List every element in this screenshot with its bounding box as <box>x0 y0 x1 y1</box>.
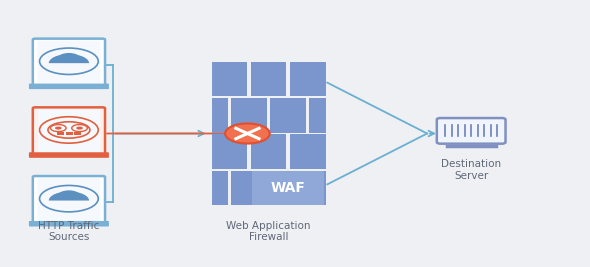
FancyBboxPatch shape <box>290 134 326 169</box>
FancyBboxPatch shape <box>252 171 324 205</box>
Text: Web Application
Firewall: Web Application Firewall <box>227 221 311 242</box>
FancyBboxPatch shape <box>33 107 105 154</box>
FancyBboxPatch shape <box>290 62 326 96</box>
Wedge shape <box>49 191 89 201</box>
Text: HTTP Traffic
Sources: HTTP Traffic Sources <box>38 221 100 242</box>
Bar <box>74 132 81 135</box>
Circle shape <box>225 123 270 144</box>
FancyBboxPatch shape <box>29 152 109 158</box>
Text: WAF: WAF <box>271 181 306 195</box>
FancyBboxPatch shape <box>33 39 105 86</box>
FancyBboxPatch shape <box>231 171 267 205</box>
FancyBboxPatch shape <box>437 118 506 144</box>
FancyBboxPatch shape <box>251 134 286 169</box>
Bar <box>57 132 64 135</box>
Circle shape <box>55 127 61 129</box>
FancyBboxPatch shape <box>29 84 109 89</box>
FancyBboxPatch shape <box>33 176 105 223</box>
FancyBboxPatch shape <box>212 134 247 169</box>
Wedge shape <box>49 54 89 63</box>
FancyBboxPatch shape <box>310 98 326 133</box>
FancyBboxPatch shape <box>38 41 100 84</box>
FancyBboxPatch shape <box>212 62 247 96</box>
Text: Destination
Server: Destination Server <box>441 159 502 181</box>
FancyBboxPatch shape <box>212 171 228 205</box>
FancyBboxPatch shape <box>231 98 267 133</box>
FancyBboxPatch shape <box>270 171 306 205</box>
FancyBboxPatch shape <box>270 98 306 133</box>
FancyBboxPatch shape <box>212 98 228 133</box>
Bar <box>66 132 73 135</box>
FancyBboxPatch shape <box>310 171 326 205</box>
Circle shape <box>58 53 80 62</box>
FancyBboxPatch shape <box>38 109 100 152</box>
FancyBboxPatch shape <box>251 62 286 96</box>
FancyBboxPatch shape <box>29 221 109 226</box>
FancyBboxPatch shape <box>38 178 100 221</box>
Circle shape <box>76 127 83 129</box>
Circle shape <box>58 190 80 200</box>
